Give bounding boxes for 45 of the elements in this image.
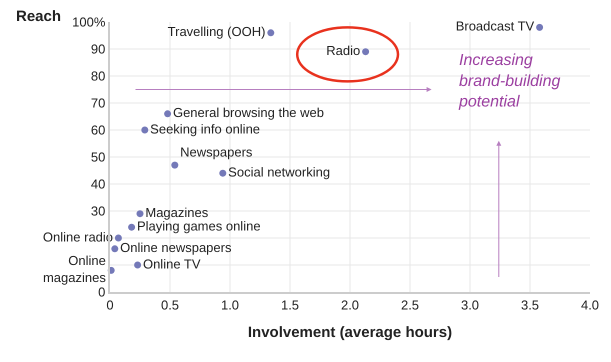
y-tick-label: 30	[90, 204, 106, 219]
point	[267, 29, 274, 36]
y-axis-title: Reach	[16, 8, 62, 25]
series-label: Travelling (OOH)	[168, 24, 266, 40]
y-tick-label: 80	[90, 68, 106, 84]
x-tick-label: 0.5	[160, 298, 180, 313]
point	[111, 245, 118, 252]
series-label: Magazines	[145, 204, 209, 220]
point	[114, 234, 122, 242]
y-tick-label: 50	[90, 150, 106, 165]
point	[171, 162, 178, 169]
y-tick-label: 100%	[72, 14, 106, 30]
series-label: Newspapers	[180, 144, 253, 160]
series-label: Seeking info online	[150, 121, 260, 136]
series-label: Broadcast TV	[456, 18, 535, 34]
y-tick-label: 40	[90, 176, 106, 192]
point	[362, 48, 370, 56]
x-tick-label: 4.0	[580, 298, 600, 313]
point	[134, 262, 142, 268]
series-label: Radio	[326, 42, 360, 58]
y-tick-label: 60	[90, 122, 106, 138]
y-tick-label: 90	[90, 42, 106, 57]
x-tick-label: 3.0	[460, 298, 480, 313]
point	[141, 126, 148, 134]
x-tick-label: 2.5	[400, 298, 420, 313]
series-label: Online TV	[142, 256, 201, 272]
point	[136, 210, 144, 218]
series-label: Playing games online	[136, 218, 261, 234]
point	[164, 110, 172, 118]
series-label: Social networking	[228, 164, 330, 180]
series-label: Online radio	[42, 229, 114, 244]
x-axis-title: Involvement (average hours)	[248, 324, 452, 342]
series-label: Online newspapers	[120, 240, 232, 256]
point	[128, 224, 136, 231]
x-tick-label: 2.0	[340, 298, 360, 313]
x-tick-label: 3.5	[520, 298, 540, 313]
point	[536, 24, 544, 31]
y-tick-label: 0	[98, 284, 106, 300]
x-tick-label: 1.0	[220, 298, 240, 313]
series-label: General browsing the web	[172, 105, 324, 120]
x-tick-label: 1.5	[280, 298, 300, 313]
series-label: Online magazines	[42, 253, 106, 286]
point	[219, 170, 226, 177]
annotation: Increasing brand-building potential	[458, 52, 561, 111]
y-tick-label: 70	[90, 96, 106, 111]
